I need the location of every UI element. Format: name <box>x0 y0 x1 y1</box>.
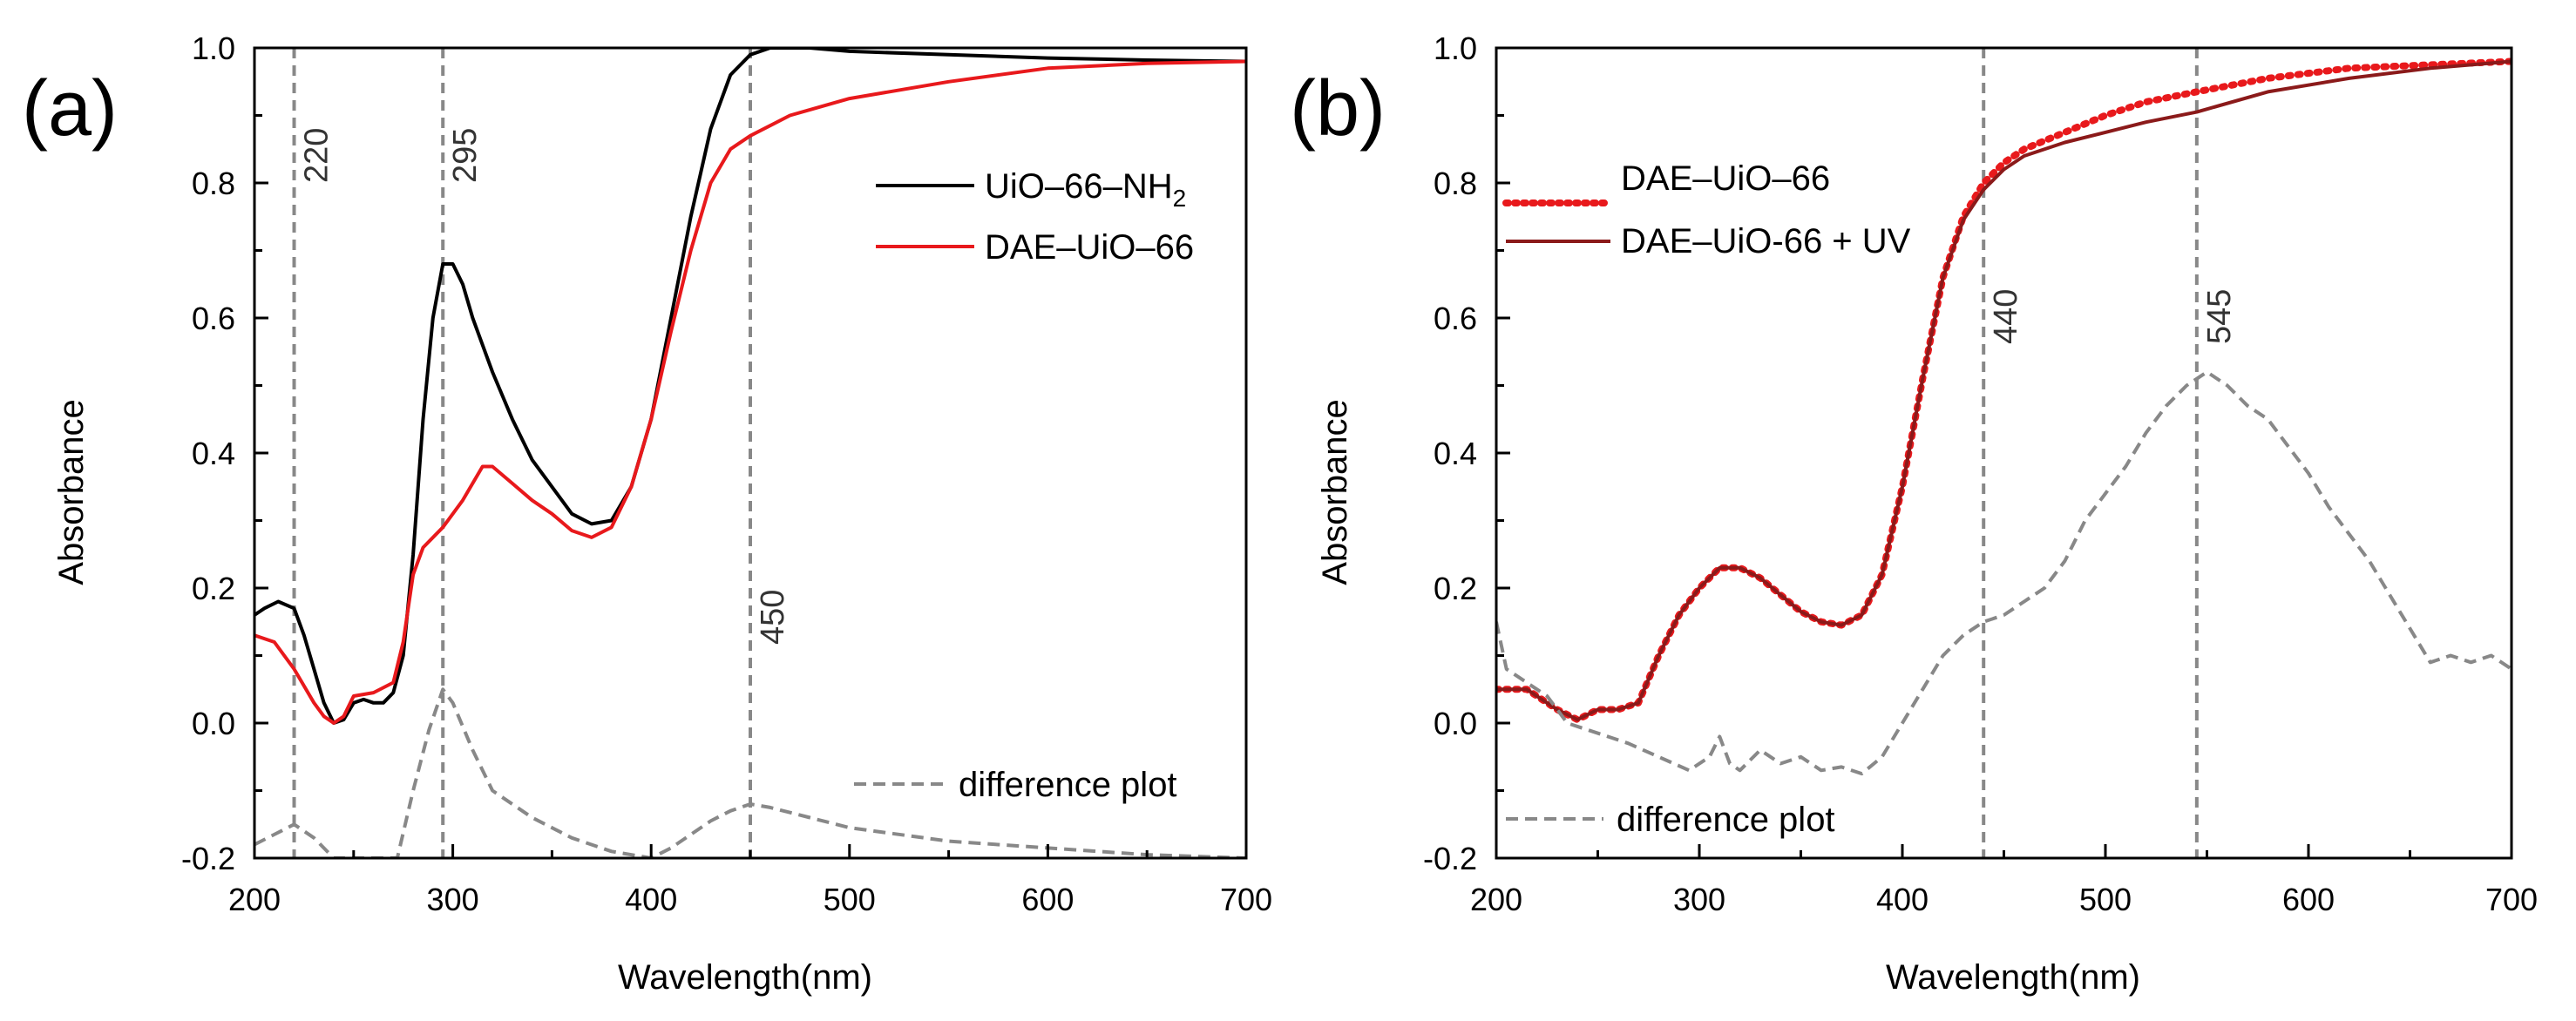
y-tick-label: 0.2 <box>1434 571 1477 606</box>
y-tick-label: 0.8 <box>192 166 235 201</box>
x-axis-title-a: Wavelength(nm) <box>618 958 872 997</box>
legend-label-dae-uio66-b: DAE–UiO–66 <box>1621 159 1830 198</box>
y-axis-title-a: Absorbance <box>52 399 91 585</box>
y-tick-label: 0.8 <box>1434 166 1477 201</box>
legend-label-difference-b: difference plot <box>1617 801 1835 839</box>
y-tick-label: 1.0 <box>1434 30 1477 66</box>
reference-line-label-220: 220 <box>299 128 336 183</box>
series-line-difference-plot <box>1496 370 2512 776</box>
y-tick-label: 1.0 <box>192 30 235 66</box>
x-tick-label: 700 <box>1220 882 1272 917</box>
x-tick-label: 400 <box>1876 882 1929 917</box>
y-tick-label: 0.4 <box>192 436 235 471</box>
y-tick-label: 0.0 <box>1434 706 1477 741</box>
plot-area-b: 440 545 200 300 400 500 600 700 -0.2 0.0 0.2 0.4 0.6… <box>1423 30 2538 917</box>
y-tick-label: 0.4 <box>1434 436 1477 471</box>
series-line-difference-plot <box>254 687 1246 858</box>
x-tick-label: 600 <box>1021 882 1074 917</box>
reference-line-label-295: 295 <box>447 128 484 183</box>
legend-label-difference-a: difference plot <box>959 766 1177 804</box>
legend-label-dae-uio66: DAE–UiO–66 <box>985 228 1194 267</box>
panel-a-chart: (a) Absorbance Wavelength(nm) 220 2954502… <box>22 30 1272 997</box>
y-tick-label: 0.6 <box>192 301 235 336</box>
legend-b: DAE–UiO–66 DAE–UiO-66 + UV difference pl… <box>1502 159 1911 839</box>
x-axis-title-b: Wavelength(nm) <box>1886 958 2140 997</box>
x-tick-label: 400 <box>625 882 677 917</box>
x-tick-label: 700 <box>2485 882 2538 917</box>
x-tick-label: 300 <box>1673 882 1725 917</box>
y-tick-label: 0.0 <box>192 706 235 741</box>
y-axis-title-b: Absorbance <box>1316 399 1354 585</box>
panel-b-chart: (b) Absorbance Wavelength(nm) 440 545 200 3… <box>1290 30 2538 997</box>
y-tick-label: -0.2 <box>1423 841 1477 876</box>
y-tick-label: 0.6 <box>1434 301 1477 336</box>
y-tick-label: 0.2 <box>192 571 235 606</box>
x-tick-label: 500 <box>2079 882 2132 917</box>
x-tick-label: 500 <box>824 882 876 917</box>
legend-a: UiO–66–NH2 DAE–UiO–66 difference plot <box>854 167 1194 804</box>
series-line-dae-uio-66 <box>254 59 1246 725</box>
legend-label-uio66-nh2: UiO–66–NH2 <box>985 167 1186 212</box>
legend-label-dae-uio66-uv: DAE–UiO-66 + UV <box>1621 222 1911 260</box>
panel-label-a: (a) <box>22 65 118 152</box>
x-tick-label: 200 <box>1470 882 1522 917</box>
x-tick-label: 300 <box>427 882 479 917</box>
y-tick-label: -0.2 <box>181 841 235 876</box>
panel-label-b: (b) <box>1290 65 1386 152</box>
series-line-dae-uio-66-uv <box>1496 59 2512 722</box>
reference-line-label-440: 440 <box>1988 289 2024 344</box>
reference-line-label-450: 450 <box>755 590 791 645</box>
plot-area-a: 220 295 450 200 300 400 500 600 700 -0.2 0.0 0.2 0.4… <box>181 30 1272 917</box>
reference-line-label-545: 545 <box>2201 289 2238 344</box>
x-tick-label: 200 <box>228 882 281 917</box>
x-tick-label: 600 <box>2282 882 2335 917</box>
